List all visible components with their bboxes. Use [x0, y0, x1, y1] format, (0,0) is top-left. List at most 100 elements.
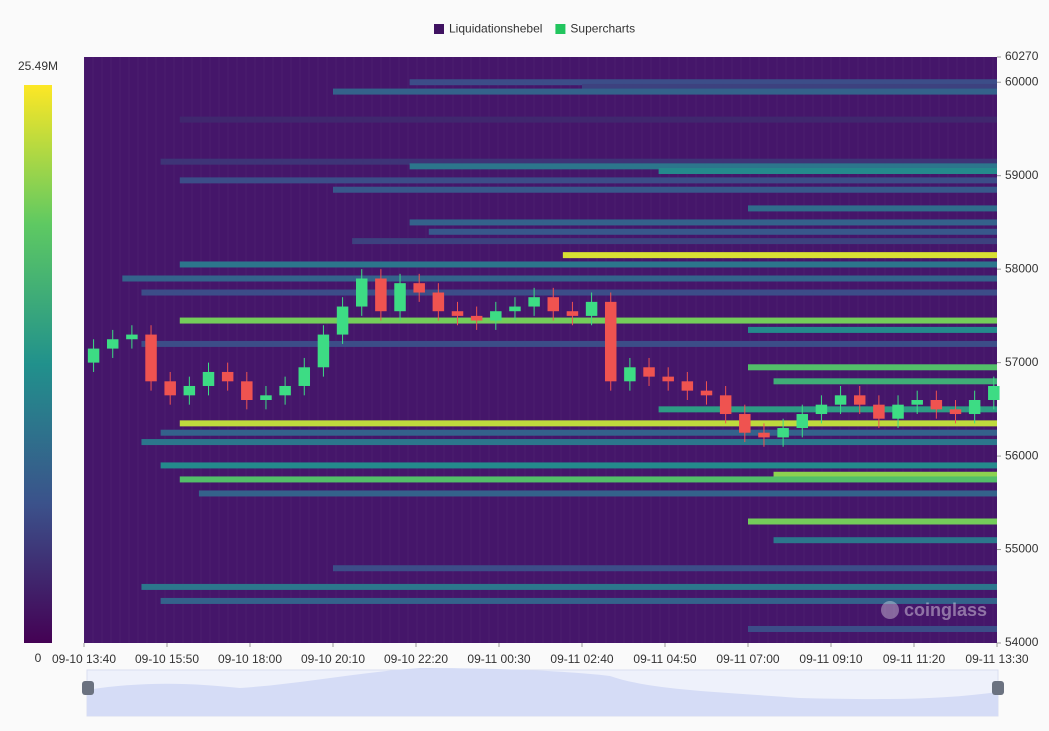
candle-body — [241, 381, 253, 401]
liquidation-band — [179, 177, 997, 184]
candle-body — [662, 376, 674, 382]
liquidation-band — [160, 158, 998, 165]
colorbar-label: 0 — [35, 651, 42, 665]
candle-body — [739, 414, 751, 433]
candle-body — [375, 278, 387, 312]
x-tick-label: 09-11 00:30 — [467, 652, 530, 666]
x-tick-label: 09-10 22:20 — [384, 652, 448, 666]
slider-handle-right[interactable] — [992, 681, 1004, 695]
watermark: coinglass — [904, 600, 987, 620]
legend-swatch[interactable] — [555, 24, 566, 34]
candle-body — [566, 311, 579, 316]
candle-body — [355, 278, 368, 307]
liquidation-band — [141, 439, 997, 446]
candle-body — [528, 297, 540, 307]
liquidation-band — [333, 88, 997, 95]
liquidation-band — [582, 83, 997, 90]
candle-body — [624, 367, 636, 382]
candle-body — [451, 311, 464, 316]
candle-body — [949, 409, 962, 415]
candle-body — [585, 301, 598, 316]
y-tick-label: 56000 — [1005, 448, 1039, 462]
x-tick-label: 09-10 13:40 — [52, 652, 116, 666]
colorbar-label: 25.49M — [18, 59, 58, 73]
liquidation-band — [773, 537, 997, 544]
candle-body — [815, 404, 828, 415]
candle-body — [873, 404, 885, 419]
candle-body — [796, 414, 809, 429]
x-tick-label: 09-11 02:40 — [550, 652, 613, 666]
liquidation-band — [773, 378, 997, 385]
candle-body — [279, 385, 291, 396]
x-tick-label: 09-11 11:20 — [883, 652, 946, 666]
y-tick-label: 57000 — [1005, 355, 1039, 369]
liquidation-band — [141, 289, 997, 296]
liquidation-band — [179, 476, 997, 483]
candle-body — [604, 301, 617, 382]
candle-body — [164, 381, 176, 396]
candle-body — [317, 334, 330, 368]
liquidation-band — [160, 462, 998, 469]
candle-body — [777, 428, 789, 438]
zoom-slider[interactable] — [82, 668, 1004, 717]
legend-label[interactable]: Supercharts — [570, 22, 635, 36]
liquidation-band — [748, 364, 997, 371]
candle-body — [700, 390, 713, 396]
liquidation-band — [748, 625, 997, 632]
liquidation-band — [122, 275, 998, 282]
candle-body — [221, 371, 234, 382]
candle-body — [145, 334, 157, 382]
x-tick-label: 09-10 20:10 — [301, 652, 365, 666]
candle-body — [126, 334, 138, 340]
x-tick-label: 09-11 13:30 — [965, 652, 1028, 666]
candle-body — [260, 395, 272, 401]
candle-body — [853, 395, 866, 405]
candle-body — [470, 315, 483, 321]
liquidation-band — [562, 252, 997, 259]
y-tick-label: 59000 — [1005, 168, 1039, 182]
liquidation-band — [160, 597, 998, 604]
liquidation-band — [658, 168, 997, 175]
liquidation-band — [179, 317, 997, 324]
candle-body — [509, 306, 521, 312]
x-tick-label: 09-11 09:10 — [799, 652, 862, 666]
candle-body — [930, 400, 943, 410]
candle-body — [298, 367, 311, 386]
plot-area: coinglass — [83, 57, 1000, 643]
candle-body — [719, 395, 732, 415]
slider-preview — [87, 668, 998, 716]
y-tick-label: 58000 — [1005, 261, 1039, 275]
candle-body — [968, 400, 981, 415]
candle-body — [432, 292, 445, 312]
candle-body — [681, 381, 694, 391]
legend: Liquidationshebel Supercharts — [434, 22, 635, 36]
slider-handle-left[interactable] — [82, 681, 94, 695]
candle-body — [834, 395, 847, 405]
y-tick-label: 60270 — [1005, 49, 1039, 63]
candle-body — [892, 404, 904, 419]
liquidation-band — [658, 406, 997, 413]
x-tick-label: 09-10 18:00 — [218, 652, 282, 666]
candle-body — [202, 371, 215, 386]
candle-body — [183, 385, 196, 396]
legend-swatch[interactable] — [434, 24, 444, 34]
liquidation-band — [773, 471, 997, 478]
y-tick-label: 54000 — [1005, 635, 1039, 649]
candle-body — [988, 385, 1000, 401]
watermark-logo — [881, 601, 899, 619]
legend-label[interactable]: Liquidationshebel — [449, 22, 542, 36]
liquidation-band — [198, 490, 997, 497]
y-tick-label: 60000 — [1005, 74, 1039, 88]
x-tick-label: 09-11 04:50 — [633, 652, 696, 666]
liquidation-band — [409, 219, 998, 226]
liquidation-band — [179, 420, 997, 427]
candle-body — [490, 311, 502, 321]
candle-body — [911, 400, 923, 405]
liquidation-band — [748, 518, 997, 525]
candle-body — [87, 348, 100, 363]
x-tick-label: 09-10 15:50 — [135, 652, 199, 666]
candle-body — [394, 283, 406, 312]
liquidation-band — [352, 238, 998, 245]
heatmap-background — [84, 57, 997, 643]
